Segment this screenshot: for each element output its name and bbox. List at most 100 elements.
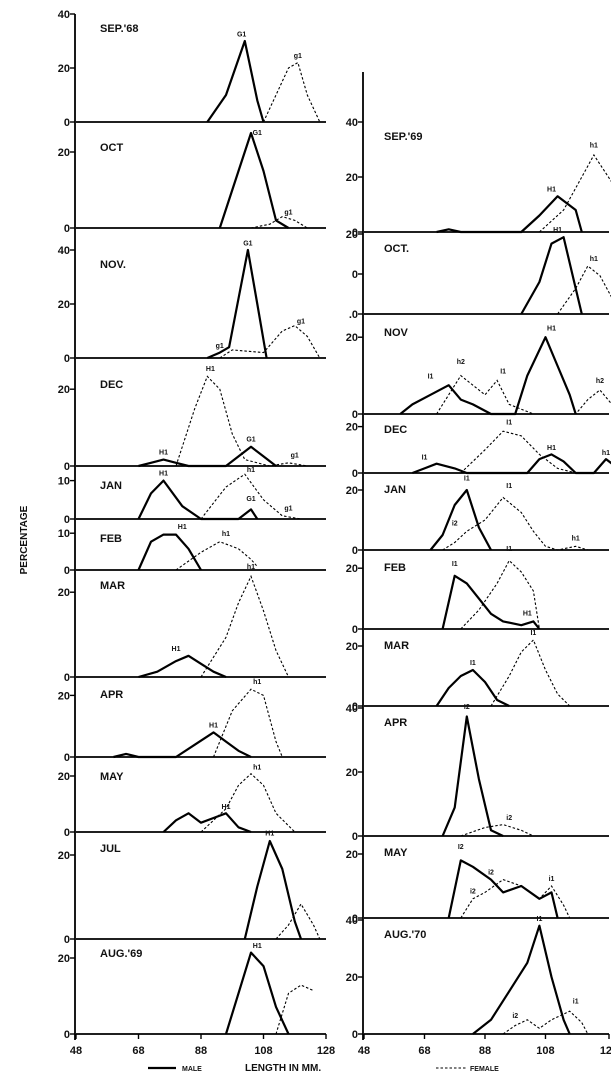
peak-label: G1	[243, 240, 252, 247]
y-tick-label: 0	[352, 624, 358, 636]
female-series-line	[460, 824, 534, 837]
y-tick-label: 0	[64, 934, 70, 946]
y-tick-label: 20	[346, 767, 358, 779]
y-tick-label: 20	[346, 172, 358, 184]
y-tick-label: 20	[58, 953, 70, 965]
peak-label: H1	[547, 445, 556, 452]
female-series-line	[539, 153, 611, 233]
peak-label: H1	[523, 611, 532, 618]
female-series-line	[275, 902, 321, 940]
peak-label: I2	[458, 844, 464, 851]
panel-title: OCT	[100, 142, 124, 154]
y-tick-label: 40	[346, 117, 358, 129]
peak-label: i2	[470, 889, 476, 896]
peak-label: h1	[590, 143, 598, 150]
panels-group: SEP.'6802040G1g1OCT020G1g1NOV.02040G1g1g…	[58, 9, 611, 1041]
panel-nov: NOV 0 20 I1 h2 I1 H1 h2	[346, 325, 611, 421]
x-tick-label: 128	[317, 1045, 335, 1057]
y-tick-label: 0	[352, 468, 358, 480]
peak-label: H1	[265, 831, 274, 838]
peak-label: g1	[284, 506, 292, 513]
y-tick-label: 0	[64, 353, 70, 365]
peak-label: h1	[602, 450, 610, 457]
male-series-line	[472, 924, 571, 1035]
peak-label: i1	[549, 876, 555, 883]
female-series-line	[175, 375, 308, 467]
male-series-line	[435, 668, 510, 707]
y-tick-label: 0	[64, 223, 70, 235]
peak-label: G1	[237, 31, 246, 38]
y-tick-label: 0	[64, 672, 70, 684]
panel-title: MAR	[100, 580, 125, 592]
female-series-line	[200, 574, 289, 678]
panel-dec: DEC 0 20 I1 I1 H1 h1	[346, 420, 611, 480]
peak-label: h1	[247, 467, 255, 474]
peak-label: H1	[547, 187, 556, 194]
female-series-line	[200, 473, 302, 520]
peak-label: I1	[506, 483, 512, 490]
peak-label: H1	[553, 227, 562, 234]
peak-label: g1	[291, 453, 299, 460]
y-tick-label: 0	[352, 409, 358, 421]
x-tick-label: 68	[132, 1045, 144, 1057]
peak-label: h1	[222, 531, 230, 538]
peak-label: I1	[422, 454, 428, 461]
y-tick-label: 0	[64, 827, 70, 839]
peak-label: g1	[297, 319, 305, 326]
female-series-line	[436, 374, 611, 415]
panel-title: SEP.'69	[384, 131, 423, 143]
y-tick-label: 20	[58, 587, 70, 599]
peak-label: I1	[470, 660, 476, 667]
female-series-line	[175, 541, 258, 571]
panel-aug-70: AUG.'70 0 20 40 I1 i2 i1	[346, 915, 609, 1041]
y-tick-label: 40	[58, 245, 70, 257]
panel-title: AUG.'69	[100, 948, 142, 960]
y-tick-label: 20	[346, 563, 358, 575]
y-tick-label: 20	[58, 63, 70, 75]
peak-label: I1	[500, 369, 506, 376]
y-tick-label: 20	[346, 972, 358, 984]
y-tick-label: 10	[58, 476, 70, 488]
male-series-line	[412, 453, 611, 475]
panel-oct: OCT 0 20 G1 g1	[58, 130, 326, 235]
y-tick-label: 0	[64, 1029, 70, 1041]
panel-title: AUG.'70	[384, 929, 426, 941]
panel-nov-: NOV. 0 20 40 G1 g1 g1	[58, 240, 326, 365]
y-tick-label: 0	[64, 565, 70, 577]
panel-feb: FEB 0 20 I1 I1 H1	[346, 546, 609, 636]
x-tick-label: 48	[70, 1045, 82, 1057]
x-tick-label: 88	[479, 1045, 491, 1057]
panel-jul: JUL 0 20 H1	[58, 831, 326, 946]
panel-title: DEC	[100, 379, 123, 391]
x-axis-label: LENGTH IN MM.	[245, 1063, 321, 1074]
panel-sep-68: SEP.'68 0 20 40 G1 g1	[58, 9, 326, 129]
male-series-line	[224, 951, 290, 1035]
peak-label: H1	[253, 943, 262, 950]
peak-label: I1	[464, 476, 470, 483]
peak-label: i2	[452, 521, 458, 528]
y-tick-label: 0	[64, 461, 70, 473]
male-series-line	[137, 479, 259, 521]
peak-label: i2	[506, 815, 512, 822]
female-series-line	[557, 265, 611, 315]
peak-label: H1	[222, 804, 231, 811]
y-tick-label: 20	[346, 849, 358, 861]
peak-label: H1	[172, 646, 181, 653]
panel-title: APR	[384, 717, 407, 729]
female-series-line	[490, 639, 571, 707]
female-series-line	[460, 430, 576, 474]
panel-dec: DEC 0 20 H1 H1 G1 g1	[58, 366, 326, 473]
y-tick-label: 10	[58, 528, 70, 540]
y-tick-label: 20	[346, 485, 358, 497]
y-tick-label: 40	[346, 703, 358, 715]
panel-title: DEC	[384, 424, 407, 436]
x-tick-label: 108	[536, 1045, 554, 1057]
peak-label: i2	[488, 869, 494, 876]
male-series-line	[137, 533, 202, 571]
y-tick-label: 0	[352, 227, 358, 239]
y-tick-label: 20	[58, 384, 70, 396]
male-series-line	[206, 248, 268, 360]
panel-title: FEB	[384, 562, 406, 574]
